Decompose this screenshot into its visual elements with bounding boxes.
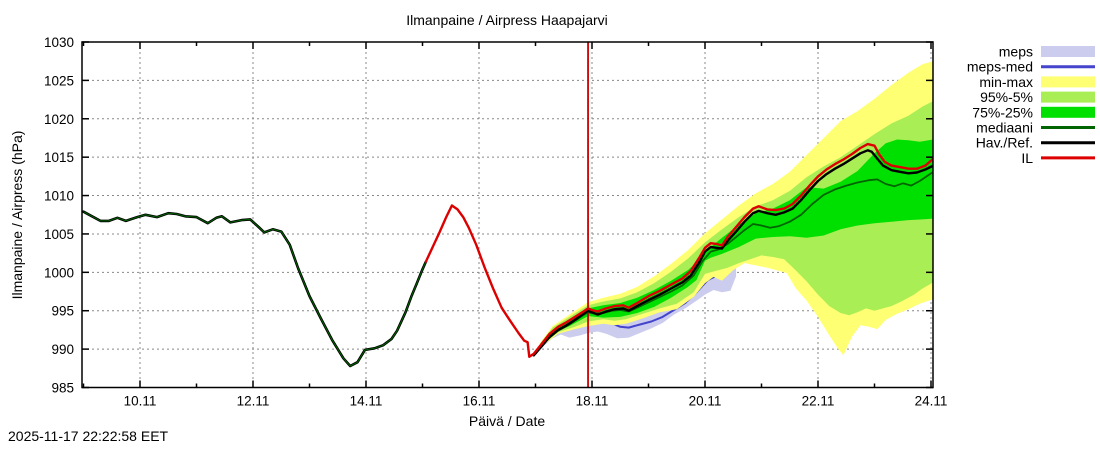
legend-label-meps: meps <box>999 44 1033 60</box>
x-axis-label: Päivä / Date <box>468 413 546 429</box>
y-axis-label: Ilmanpaine / Airpress (hPa) <box>9 130 25 300</box>
legend-label-min-max: min-max <box>979 74 1033 90</box>
y-tick-label: 1000 <box>44 265 74 280</box>
series-ref-forecast <box>532 149 933 357</box>
chart-timestamp: 2025-11-17 22:22:58 EET <box>8 428 169 444</box>
legend-label-75%-25%: 75%-25% <box>972 104 1033 120</box>
y-tick-label: 1030 <box>44 35 74 50</box>
y-tick-label: 995 <box>51 304 74 319</box>
y-tick-label: 1015 <box>44 150 74 165</box>
series-havainto-obs <box>82 210 428 368</box>
x-tick-label: 22.11 <box>802 394 835 409</box>
y-tick-label: 985 <box>51 381 74 396</box>
y-tick-label: 1005 <box>44 227 74 242</box>
legend-label-meps-med: meps-med <box>967 59 1033 75</box>
x-tick-label: 16.11 <box>463 394 496 409</box>
legend-swatch-75%-25% <box>1041 106 1095 118</box>
legend-label-mediaani: mediaani <box>976 120 1033 136</box>
band-95%-5% <box>540 101 933 347</box>
x-tick-label: 20.11 <box>689 394 722 409</box>
plot-layers <box>82 42 933 388</box>
x-tick-label: 24.11 <box>915 394 948 409</box>
axes-border <box>81 41 934 389</box>
legend-swatch-min-max <box>1041 76 1095 88</box>
legend-swatch-95%-5% <box>1041 91 1095 103</box>
y-tick-label: 1010 <box>44 189 74 204</box>
tick-labels: 985 990 995 1000 1005 1010 1015 1020 1025 1030 10.… <box>44 35 947 409</box>
y-tick-label: 990 <box>51 342 74 357</box>
y-tick-label: 1020 <box>44 112 74 127</box>
gridlines <box>82 42 933 388</box>
x-tick-label: 12.11 <box>237 394 270 409</box>
legend-label-95%-5%: 95%-5% <box>980 89 1033 105</box>
median-history-overlay <box>83 211 427 367</box>
legend-swatch-meps <box>1041 46 1095 57</box>
y-tick-label: 1025 <box>44 73 74 88</box>
chart-title: Ilmanpaine / Airpress Haapajarvi <box>406 12 608 28</box>
legend: mepsmeps-medmin-max95%-5%75%-25%mediaani… <box>967 44 1095 166</box>
legend-label-Hav./Ref.: Hav./Ref. <box>976 135 1033 151</box>
x-tick-label: 10.11 <box>124 394 157 409</box>
legend-label-IL: IL <box>1021 150 1033 166</box>
band-75%-25% <box>540 139 933 349</box>
series-IL <box>424 142 933 358</box>
x-tick-label: 14.11 <box>350 394 383 409</box>
band-meps <box>540 263 737 350</box>
x-tick-label: 18.11 <box>576 394 609 409</box>
